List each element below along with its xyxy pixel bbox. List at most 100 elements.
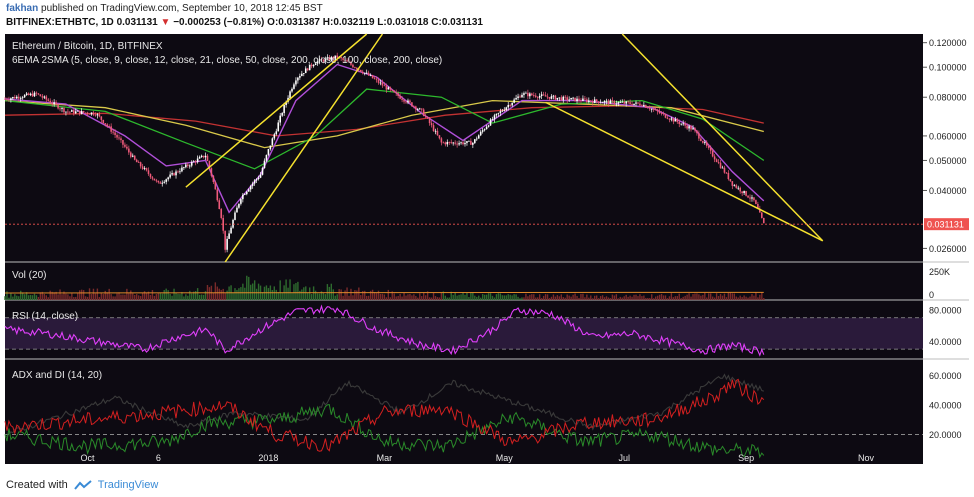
volume-pane[interactable] — [4, 275, 765, 300]
candle-body — [741, 191, 743, 194]
volume-bar — [73, 297, 75, 300]
candle-body — [418, 108, 421, 110]
candle-body — [751, 197, 753, 199]
volume-bar — [568, 295, 570, 300]
volume-bar — [511, 295, 513, 300]
volume-bar — [159, 293, 161, 300]
candle-body — [684, 123, 686, 126]
candle-body — [692, 128, 694, 130]
volume-bar — [364, 290, 366, 300]
volume-bar — [151, 290, 154, 300]
volume-bar — [761, 292, 763, 300]
volume-bar — [747, 297, 749, 300]
volume-bar — [576, 296, 578, 300]
candle-body — [259, 174, 262, 178]
volume-bar — [104, 290, 106, 300]
volume-bar — [348, 295, 350, 300]
candle-body — [589, 100, 592, 102]
volume-bar — [167, 290, 169, 300]
price-tick-label: 0.120000 — [929, 38, 967, 48]
volume-bar — [615, 294, 618, 300]
volume-bar — [440, 292, 443, 300]
volume-bar — [21, 292, 24, 300]
tradingview-brand[interactable]: TradingView — [97, 479, 159, 491]
volume-bar — [35, 295, 38, 300]
volume-bar — [531, 294, 533, 300]
adx-pane[interactable] — [4, 373, 923, 459]
chart-canvas[interactable]: 0.031131 0.120000 0.100000 0.080000 0.06000… — [0, 32, 974, 474]
volume-bar — [676, 296, 678, 300]
volume-bar — [275, 289, 277, 300]
candle-body — [417, 109, 419, 111]
volume-bar — [672, 297, 675, 300]
volume-bar — [169, 293, 171, 300]
candle-body — [198, 156, 201, 159]
candle-body — [190, 161, 193, 166]
candle-body — [29, 93, 32, 95]
candle-body — [422, 109, 425, 116]
candle-body — [619, 102, 622, 103]
candle-body — [218, 200, 221, 210]
candle-body — [664, 113, 667, 118]
price-pane[interactable]: 0.031131 — [4, 33, 969, 263]
rsi-pane[interactable] — [4, 304, 923, 357]
candle-body — [753, 197, 755, 201]
candle-body — [375, 78, 378, 80]
candle-body — [25, 93, 28, 96]
candle-body — [762, 217, 765, 224]
publisher-username[interactable]: fakhan — [6, 3, 39, 14]
volume-bar — [558, 296, 561, 300]
volume-bar — [346, 287, 348, 300]
volume-bar — [570, 296, 572, 300]
candle-body — [646, 107, 649, 109]
created-with-label: Created with — [6, 479, 68, 491]
candle-body — [391, 89, 394, 91]
volume-bar — [25, 292, 28, 300]
volume-bar — [733, 293, 735, 300]
volume-bar — [560, 294, 563, 300]
candle-body — [470, 140, 472, 145]
candle-body — [536, 96, 539, 98]
volume-bar — [82, 290, 85, 300]
adx-tick-label: 60.0000 — [929, 371, 962, 381]
candle-body — [330, 57, 333, 60]
candle-body — [415, 106, 417, 110]
candle-body — [540, 94, 543, 97]
candle-body — [212, 175, 215, 183]
candle-body — [454, 142, 456, 144]
volume-bar — [69, 296, 71, 300]
candle-body — [265, 154, 268, 161]
candle-body — [78, 110, 81, 114]
candle-body — [497, 112, 500, 114]
candle-body — [591, 101, 594, 103]
candle-body — [485, 126, 488, 130]
volume-bar — [10, 293, 12, 300]
candle-body — [727, 172, 730, 180]
trendline-2 — [545, 101, 824, 242]
candle-body — [466, 141, 468, 143]
candle-body — [314, 63, 317, 66]
candle-body — [450, 142, 453, 143]
volume-bar — [340, 289, 342, 300]
volume-bar — [647, 297, 649, 300]
candle-body — [240, 199, 242, 204]
volume-bar — [448, 297, 450, 300]
candle-body — [210, 168, 213, 176]
candle-body — [440, 138, 443, 143]
candle-body — [493, 115, 496, 120]
volume-bar — [263, 286, 266, 300]
candle-body — [711, 150, 714, 157]
volume-bar — [88, 288, 91, 300]
volume-bar — [633, 294, 635, 300]
volume-bar — [436, 297, 439, 300]
volume-bar — [704, 292, 706, 300]
volume-bar — [692, 294, 694, 300]
volume-bar — [362, 290, 364, 300]
candle-body — [106, 124, 109, 127]
candle-body — [295, 80, 297, 85]
candle-body — [747, 195, 749, 198]
volume-bar — [723, 293, 726, 300]
candle-body — [519, 96, 521, 98]
candle-body — [344, 59, 346, 61]
adx-tick-label: 40.0000 — [929, 401, 962, 411]
